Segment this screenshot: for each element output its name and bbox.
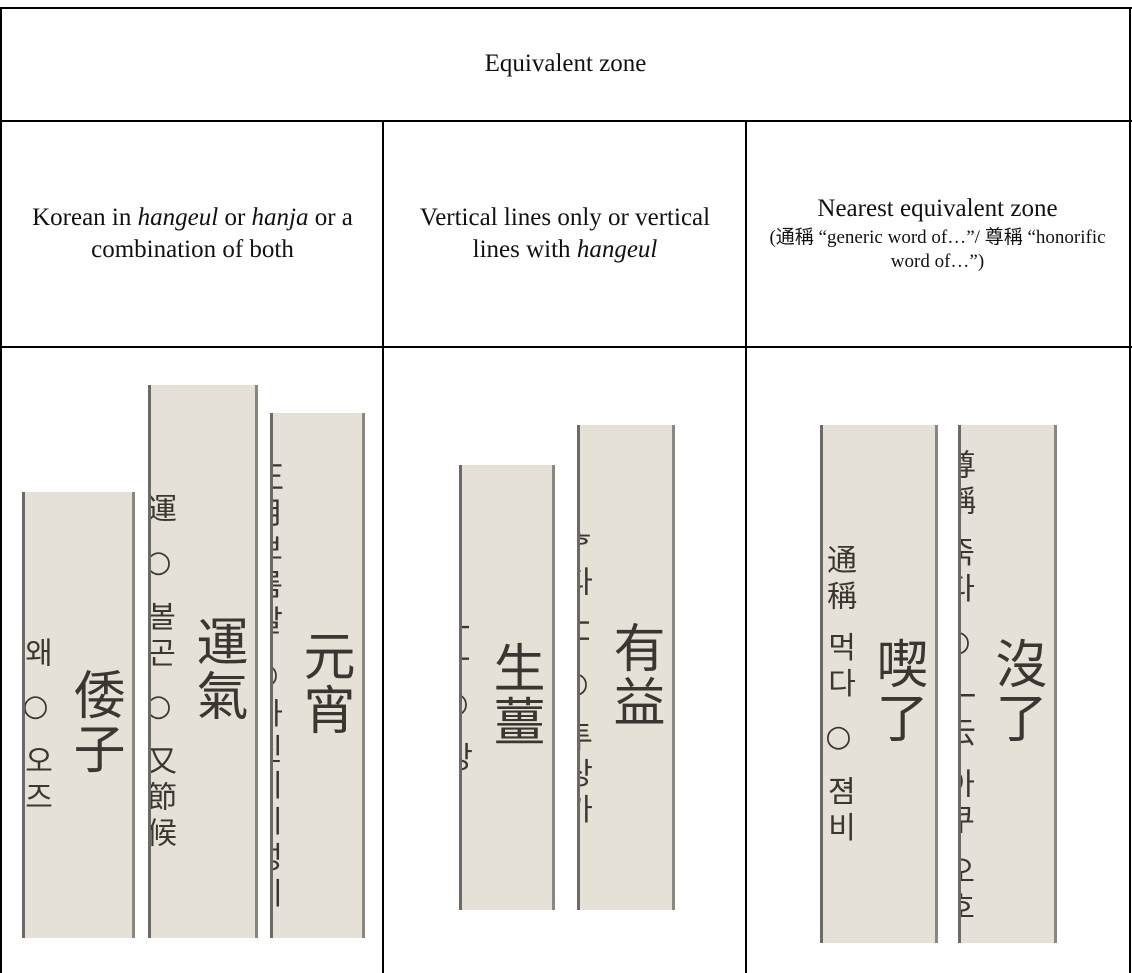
border xyxy=(745,120,747,973)
strip-body: 尊稱 죽다 ○ 一云 아쿠 오호 우바라하 xyxy=(958,449,975,928)
strip-head: 元宵 xyxy=(294,628,354,737)
text: or a combination of both xyxy=(91,203,353,264)
strip-body: 왜 ○ 오즈 xyxy=(22,636,53,818)
text: hanja xyxy=(251,203,309,231)
text: hangeul xyxy=(137,203,219,231)
text: Korean in xyxy=(32,203,138,231)
border xyxy=(382,120,384,973)
text: or xyxy=(218,203,252,231)
strip-body: 通稱 먹다 ○ 졈비 xyxy=(821,544,856,848)
print-strip: 生薑 | | ○ 강 xyxy=(459,465,555,910)
text: (通稱 “generic word of…”/ 尊稱 “honorific wo… xyxy=(769,226,1106,273)
border xyxy=(0,7,1132,9)
header-cell: Vertical lines only or vertical lines wi… xyxy=(400,122,730,346)
strip-head: 喫了 xyxy=(867,637,927,745)
strip-head: 有益 xyxy=(604,620,664,729)
strip-head: 沒了 xyxy=(986,637,1046,745)
strip-body: 運 ○ 볼곤 ○ 又節候 xyxy=(148,493,176,854)
title: Equivalent zone xyxy=(484,50,647,78)
header-cell: Nearest equivalent zone (通稱 “generic word… xyxy=(755,122,1120,346)
text: Vertical lines only or vertical lines wi… xyxy=(419,203,711,264)
title-cell: Equivalent zone xyxy=(2,9,1129,120)
strip-head: 運氣 xyxy=(187,614,247,723)
header-cell: Korean in hangeul or hanja or a combinat… xyxy=(20,122,365,346)
border xyxy=(1129,7,1131,973)
strip-head: 生薑 xyxy=(484,640,544,749)
print-strip: 運氣運 ○ 볼곤 ○ 又節候 xyxy=(148,385,258,938)
print-strip: 倭子 왜 ○ 오즈 xyxy=(22,492,135,938)
print-strip: 喫了 通稱 먹다 ○ 졈비 xyxy=(820,425,938,943)
text: hangeul xyxy=(576,236,658,263)
text: Nearest equivalent zone xyxy=(817,195,1058,223)
border xyxy=(0,7,2,973)
strip-body: | | ○ 강 xyxy=(459,621,473,778)
print-strip: 有益 ᄒ다 || ○ 투상가 xyxy=(577,425,675,910)
strip-body: ᄒ다 || ○ 투상가 xyxy=(577,529,593,830)
border xyxy=(0,346,1132,348)
border xyxy=(0,120,1132,122)
strip-head: 倭子 xyxy=(64,668,124,776)
print-strip: 元宵 正月보름날 ○하친이이넝기 xyxy=(270,413,365,938)
strip-body: 正月보름날 ○하친이이넝기 xyxy=(270,461,283,914)
